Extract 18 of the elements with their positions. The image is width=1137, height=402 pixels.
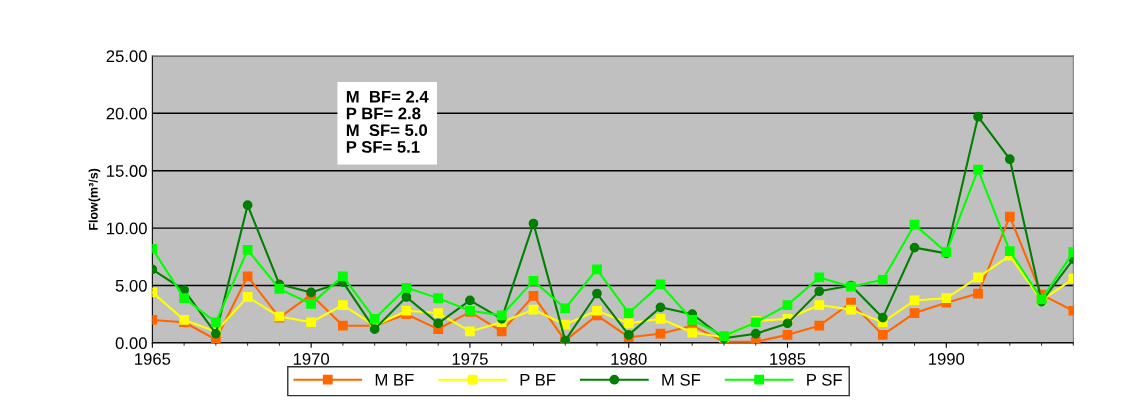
legend-label: P SF: [807, 373, 842, 386]
x-tick-label: 1975: [452, 353, 488, 365]
x-tick-label: 1970: [293, 353, 330, 365]
y-tick-label: 20.00: [106, 107, 147, 120]
x-tick-label: 1965: [135, 353, 171, 365]
y-tick-label: 5.00: [115, 279, 147, 292]
legend-label: M SF: [662, 373, 701, 386]
y-tick-label: 15.00: [107, 165, 147, 177]
x-tick-label: 1980: [611, 353, 647, 365]
x-tick-label: 1985: [770, 353, 806, 365]
annotation: M BF= 2.4 P BF= 2.8 M SF= 5.0 P SF= 5.1: [346, 90, 429, 153]
legend-label: P BF: [520, 374, 556, 386]
y-axis-title: Flow(m³/s): [88, 168, 101, 230]
y-tick-label: 25.00: [106, 50, 147, 63]
x-tick-label: 1990: [929, 353, 965, 365]
y-tick-label: 0.00: [115, 337, 147, 350]
legend-label: M BF: [375, 374, 414, 386]
y-tick-label: 10.00: [107, 222, 147, 235]
